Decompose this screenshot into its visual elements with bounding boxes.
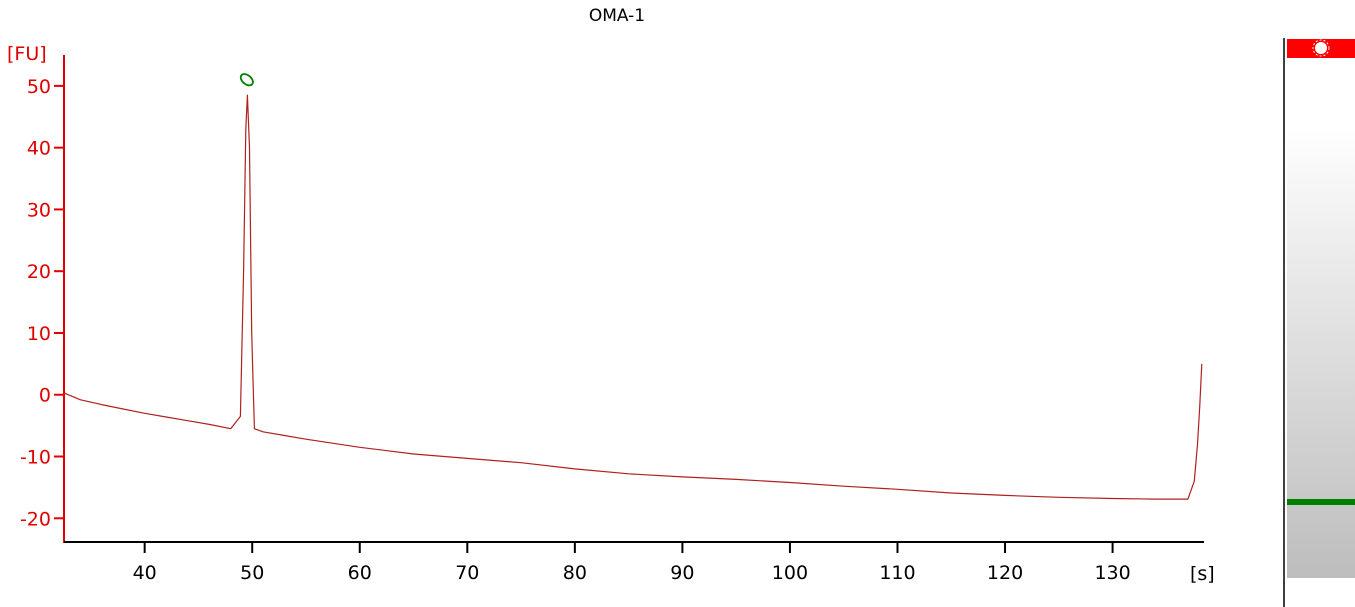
- y-axis-unit: [FU]: [7, 43, 47, 65]
- x-tick-label: 100: [772, 562, 808, 584]
- series-line: [63, 94, 1203, 500]
- gel-sample-band: [1287, 499, 1355, 505]
- x-axis-unit: [s]: [1190, 563, 1215, 585]
- y-tick-label: 40: [27, 138, 51, 160]
- x-tick-label: 130: [1094, 562, 1130, 584]
- gel-lane: [1283, 38, 1355, 607]
- x-tick-label: 60: [348, 562, 372, 584]
- y-tick-label: -20: [20, 508, 51, 530]
- peak-marker: [239, 73, 254, 87]
- x-tick-label: 70: [455, 562, 479, 584]
- x-tick-label: 80: [563, 562, 587, 584]
- x-tick-label: 40: [133, 562, 157, 584]
- y-tick-label: 30: [27, 199, 51, 221]
- x-tick-label: 110: [879, 562, 915, 584]
- x-axis-ticks: 40 50 60 70 80 90 100 110 120 130: [133, 542, 1131, 584]
- x-tick-label: 120: [987, 562, 1023, 584]
- y-tick-label: 10: [27, 323, 51, 345]
- y-axis-ticks: 50 40 30 20 10 0 -10 -20: [20, 76, 64, 530]
- y-tick-label: 20: [27, 261, 51, 283]
- x-tick-label: 90: [670, 562, 694, 584]
- gel-marker-dot-icon: [1312, 39, 1330, 57]
- y-tick-label: -10: [20, 447, 51, 469]
- y-tick-label: 50: [27, 76, 51, 98]
- gel-lane-background: [1287, 128, 1355, 578]
- chart-title: OMA-1: [589, 6, 645, 26]
- x-tick-label: 50: [240, 562, 264, 584]
- peak-marker-group: [239, 73, 254, 87]
- y-tick-label: 0: [39, 385, 51, 407]
- plot-area: [63, 94, 1203, 500]
